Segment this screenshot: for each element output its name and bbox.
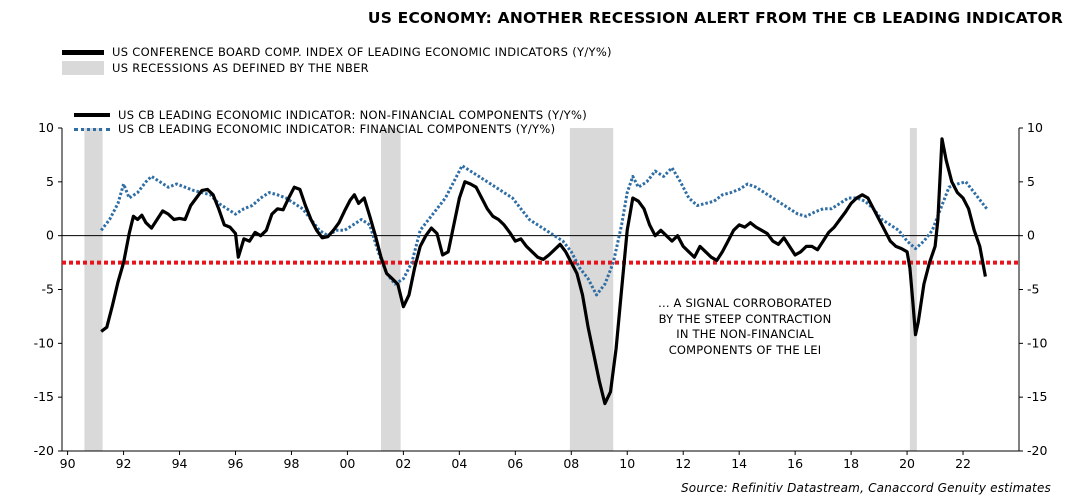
x-tick-label: 20	[899, 456, 915, 471]
recession-band	[381, 128, 401, 451]
y-tick-label-left: 0	[46, 228, 54, 243]
x-tick-label: 12	[675, 456, 691, 471]
x-tick-label: 16	[787, 456, 803, 471]
x-tick-label: 90	[60, 456, 76, 471]
legend-top: US CONFERENCE BOARD COMP. INDEX OF LEADI…	[62, 44, 612, 76]
legend-inner: US CB LEADING ECONOMIC INDICATOR: NON-FI…	[74, 108, 587, 136]
series-nonfinancial-line	[100, 137, 987, 406]
x-tick-label: 14	[731, 456, 747, 471]
x-tick-label: 22	[955, 456, 971, 471]
x-tick-label: 96	[228, 456, 244, 471]
legend-item-financial: US CB LEADING ECONOMIC INDICATOR: FINANC…	[74, 122, 587, 136]
recession-band	[569, 128, 614, 451]
recession-band	[84, 128, 103, 451]
y-tick-label-right: -5	[1027, 282, 1039, 297]
y-tick-label-right: -15	[1027, 389, 1047, 404]
x-tick-label: 08	[563, 456, 579, 471]
y-tick-label-right: -10	[1027, 335, 1047, 350]
x-tick-label: 00	[339, 456, 355, 471]
chart-title: US ECONOMY: ANOTHER RECESSION ALERT FROM…	[367, 9, 1063, 27]
y-tick-label-right: 10	[1027, 120, 1043, 135]
annotation-line: ... A SIGNAL CORROBORATED	[658, 296, 832, 310]
x-tick-label: 04	[451, 456, 467, 471]
annotation-line: BY THE STEEP CONTRACTION	[658, 311, 832, 326]
x-tick-label: 18	[843, 456, 859, 471]
legend-label-financial: US CB LEADING ECONOMIC INDICATOR: FINANC…	[118, 122, 556, 136]
y-tick-label-right: -20	[1027, 443, 1047, 458]
annotation-line: COMPONENTS OF THE LEI	[668, 342, 822, 357]
y-tick-label-left: 5	[46, 174, 54, 189]
legend-label-nonfinancial: US CB LEADING ECONOMIC INDICATOR: NON-FI…	[118, 108, 587, 122]
y-tick-label-left: -5	[42, 282, 54, 297]
x-tick-label: 98	[284, 456, 300, 471]
x-tick-label: 92	[116, 456, 132, 471]
x-tick-label: 02	[395, 456, 411, 471]
x-tick-label: 94	[172, 456, 188, 471]
legend-swatch-financial	[74, 127, 110, 131]
y-tick-label-right: 5	[1027, 174, 1035, 189]
y-tick-label-left: 10	[38, 120, 54, 135]
y-tick-label-left: -15	[34, 389, 54, 404]
recession-bands	[84, 128, 917, 451]
y-tick-label-left: -20	[34, 443, 54, 458]
source-note: Source: Refinitiv Datastream, Canaccord …	[680, 481, 1051, 495]
legend-swatch-nonfinancial	[74, 113, 110, 117]
chart-series	[62, 137, 1019, 406]
y-tick-label-right: 0	[1027, 228, 1035, 243]
series-financial-line	[100, 164, 988, 297]
y-tick-label-left: -10	[34, 335, 54, 350]
legend-label-recessions: US RECESSIONS AS DEFINED BY THE NBER	[112, 61, 369, 75]
legend-item-lei: US CONFERENCE BOARD COMP. INDEX OF LEADI…	[62, 44, 612, 60]
x-tick-label: 06	[507, 456, 523, 471]
legend-item-nonfinancial: US CB LEADING ECONOMIC INDICATOR: NON-FI…	[74, 108, 587, 122]
annotation-line: IN THE NON-FINANCIAL	[676, 327, 814, 341]
legend-item-recessions: US RECESSIONS AS DEFINED BY THE NBER	[62, 60, 612, 76]
legend-label-lei: US CONFERENCE BOARD COMP. INDEX OF LEADI…	[112, 45, 612, 59]
legend-swatch-black-line	[62, 49, 104, 55]
legend-swatch-gray-band	[62, 61, 104, 75]
x-tick-label: 10	[619, 456, 635, 471]
chart-annotation: ... A SIGNAL CORROBORATED BY THE STEEP C…	[656, 296, 834, 358]
